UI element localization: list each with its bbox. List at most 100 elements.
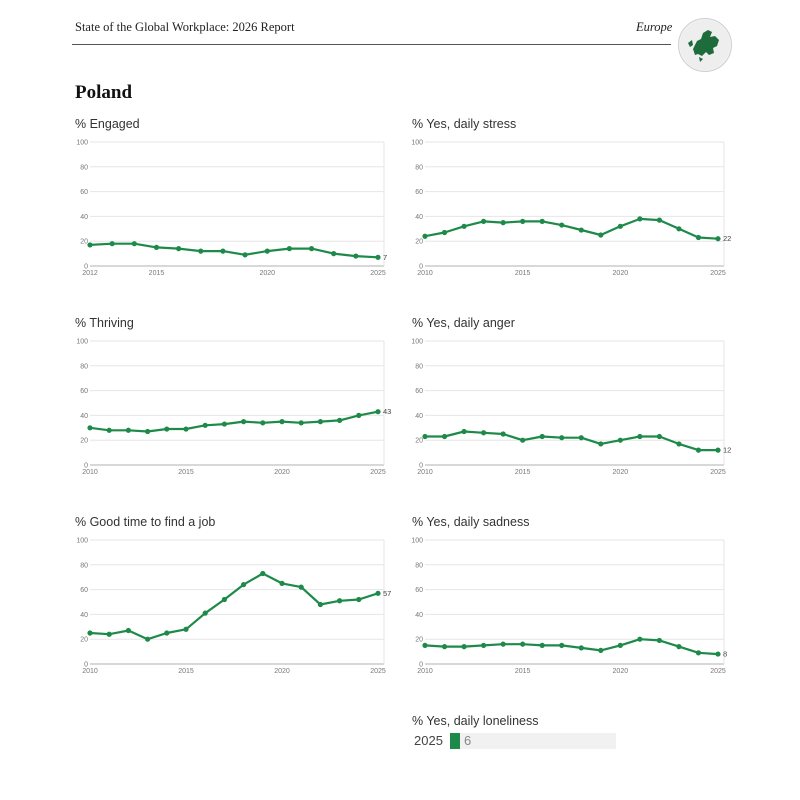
country-heading: Poland bbox=[75, 82, 133, 103]
region-label: Europe bbox=[636, 20, 673, 34]
data-point bbox=[298, 584, 304, 590]
data-point bbox=[481, 642, 487, 648]
x-tick-label: 2020 bbox=[613, 668, 629, 675]
y-tick-label: 20 bbox=[80, 637, 88, 644]
x-tick-label: 2020 bbox=[613, 469, 629, 476]
x-tick-label: 2010 bbox=[417, 270, 433, 277]
y-tick-label: 0 bbox=[84, 463, 88, 470]
data-point bbox=[676, 226, 682, 232]
header-divider bbox=[72, 44, 671, 45]
series-line bbox=[424, 638, 719, 656]
data-point bbox=[539, 218, 545, 224]
data-point bbox=[441, 644, 448, 650]
data-point bbox=[183, 626, 189, 632]
data-point bbox=[106, 631, 112, 637]
data-point bbox=[241, 419, 247, 425]
data-point bbox=[656, 433, 662, 440]
thriving-line-chart: 0 20 40 60 80 100 2010 2015 2020 2025 43 bbox=[76, 339, 391, 477]
y-tick-label: 100 bbox=[411, 339, 423, 346]
europe-globe-icon bbox=[678, 18, 732, 72]
data-point bbox=[176, 246, 182, 252]
y-tick-label: 60 bbox=[80, 189, 88, 196]
data-point bbox=[279, 580, 285, 586]
y-tick-label: 80 bbox=[80, 562, 88, 569]
x-tick-label: 2010 bbox=[417, 469, 433, 476]
data-point bbox=[331, 251, 337, 257]
data-point bbox=[715, 651, 721, 657]
data-point bbox=[578, 645, 584, 651]
series-line bbox=[89, 572, 379, 641]
data-point bbox=[520, 641, 526, 647]
data-point bbox=[539, 642, 545, 648]
data-point bbox=[441, 229, 448, 236]
y-tick-label: 0 bbox=[84, 264, 88, 271]
loneliness-bar-track bbox=[450, 733, 616, 749]
data-point bbox=[356, 596, 362, 603]
y-tick-label: 0 bbox=[419, 662, 423, 669]
y-tick-label: 80 bbox=[415, 164, 423, 171]
y-tick-label: 40 bbox=[415, 214, 423, 221]
x-tick-label: 2015 bbox=[178, 668, 194, 675]
data-point bbox=[637, 433, 643, 440]
data-point bbox=[183, 426, 189, 432]
data-point bbox=[656, 217, 662, 223]
y-tick-label: 40 bbox=[80, 214, 88, 221]
y-tick-label: 80 bbox=[415, 562, 423, 569]
data-point bbox=[715, 447, 721, 453]
y-tick-label: 60 bbox=[80, 388, 88, 395]
end-value-label: 8 bbox=[723, 650, 727, 659]
y-tick-label: 20 bbox=[415, 637, 423, 644]
x-tick-label: 2020 bbox=[613, 270, 629, 277]
y-tick-label: 40 bbox=[80, 413, 88, 420]
y-tick-label: 60 bbox=[415, 587, 423, 594]
job-line-chart: 0 20 40 60 80 100 2010 2015 2020 2025 57 bbox=[76, 538, 391, 676]
data-point bbox=[109, 241, 115, 247]
data-point bbox=[202, 422, 208, 428]
data-point bbox=[317, 419, 323, 425]
data-point bbox=[715, 236, 721, 242]
data-point bbox=[676, 644, 682, 650]
data-point bbox=[578, 227, 584, 233]
data-point bbox=[87, 425, 93, 431]
series-line bbox=[89, 410, 379, 433]
y-tick-label: 100 bbox=[76, 140, 88, 147]
data-point bbox=[481, 430, 487, 436]
data-point bbox=[598, 232, 604, 238]
data-point bbox=[131, 241, 137, 247]
data-point bbox=[520, 218, 526, 224]
data-point bbox=[500, 431, 506, 437]
y-tick-label: 20 bbox=[80, 438, 88, 445]
data-point bbox=[461, 428, 467, 435]
y-tick-label: 100 bbox=[411, 538, 423, 545]
x-tick-label: 2010 bbox=[82, 469, 98, 476]
data-point bbox=[500, 220, 506, 226]
x-tick-label: 2010 bbox=[417, 668, 433, 675]
data-point bbox=[298, 420, 304, 426]
stress-chart-title: % Yes, daily stress bbox=[412, 117, 517, 131]
data-point bbox=[441, 433, 448, 440]
data-point bbox=[617, 437, 623, 443]
y-tick-label: 60 bbox=[415, 189, 423, 196]
data-point bbox=[695, 447, 702, 453]
data-point bbox=[559, 642, 565, 648]
data-point bbox=[153, 244, 160, 250]
anger-chart-title: % Yes, daily anger bbox=[412, 316, 515, 330]
data-point bbox=[220, 248, 226, 254]
stress-line-chart: 0 20 40 60 80 100 2010 2015 2020 2025 22 bbox=[411, 140, 731, 278]
x-tick-label: 2020 bbox=[274, 668, 290, 675]
x-tick-label: 2020 bbox=[274, 469, 290, 476]
loneliness-value-label: 6 bbox=[464, 733, 472, 748]
data-point bbox=[221, 421, 227, 427]
data-point bbox=[617, 223, 623, 229]
data-point bbox=[164, 426, 170, 432]
x-tick-label: 2015 bbox=[149, 270, 165, 277]
end-value-label: 12 bbox=[723, 446, 731, 455]
y-tick-label: 60 bbox=[415, 388, 423, 395]
x-tick-label: 2025 bbox=[710, 469, 726, 476]
loneliness-bar bbox=[450, 733, 460, 749]
data-point bbox=[617, 642, 623, 648]
data-point bbox=[520, 437, 526, 443]
data-point bbox=[221, 596, 227, 603]
y-tick-label: 100 bbox=[76, 538, 88, 545]
